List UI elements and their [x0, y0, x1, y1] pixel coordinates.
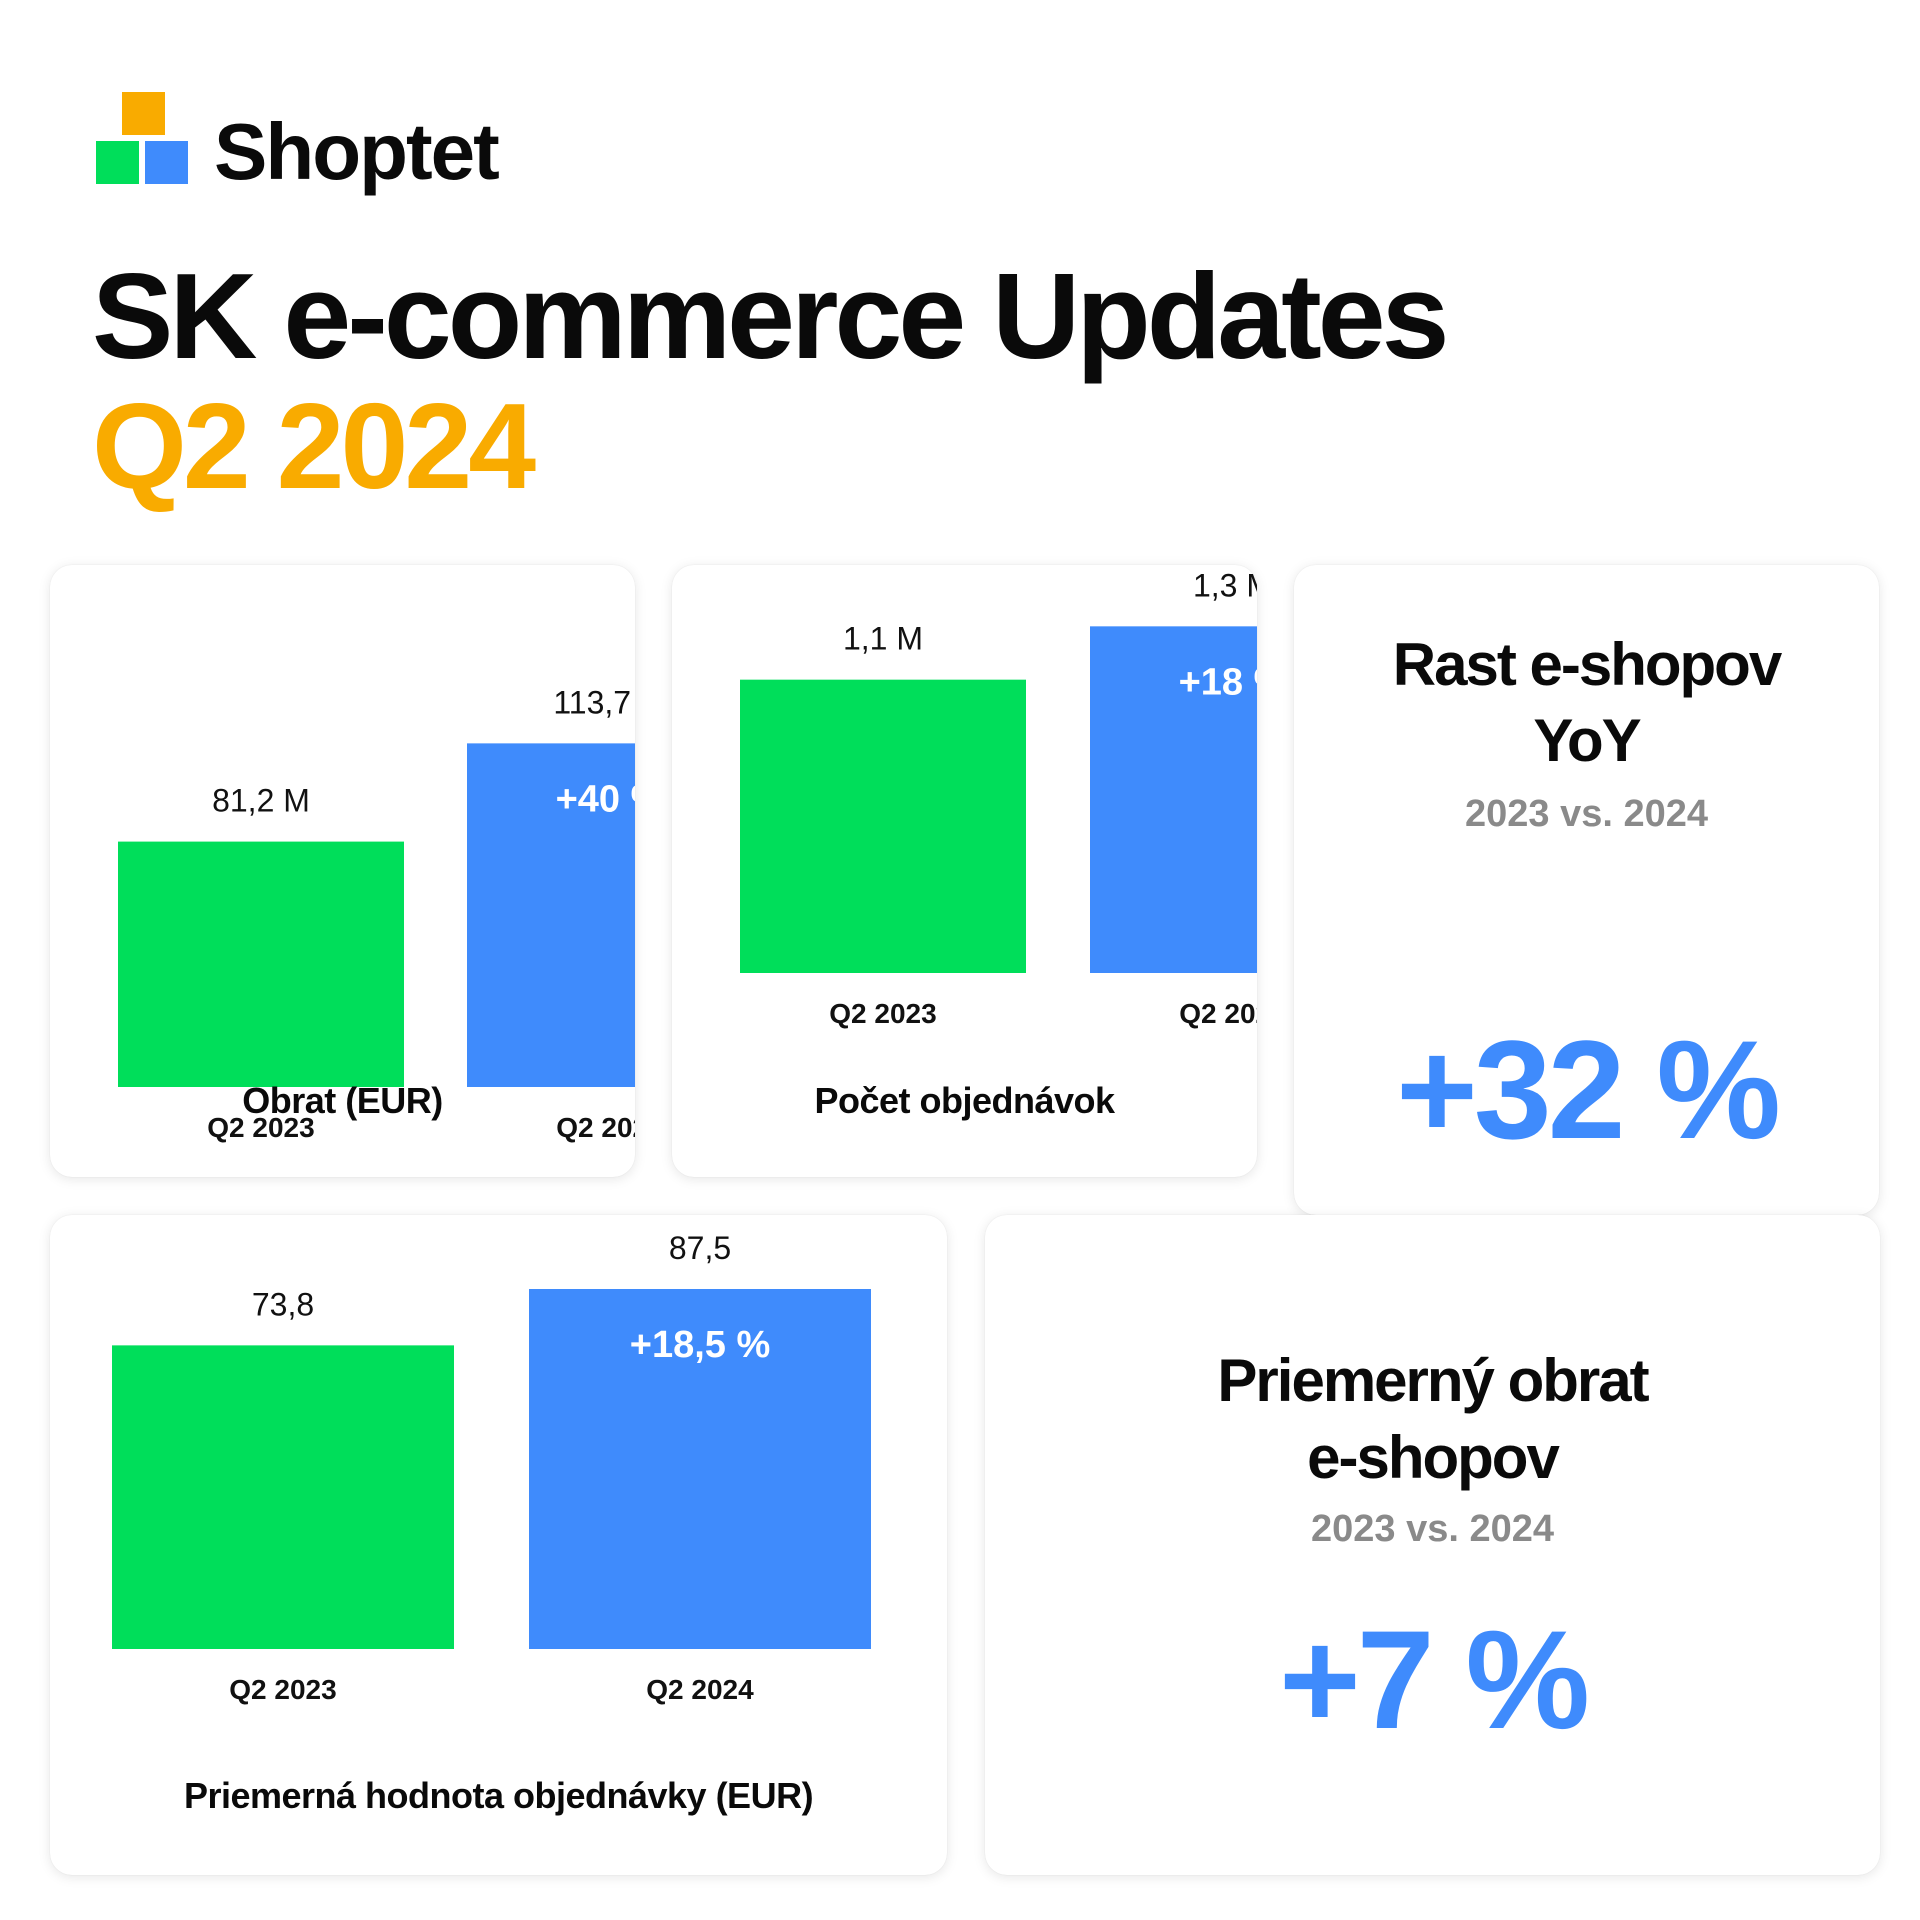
change-label: +18 %: [1179, 661, 1257, 703]
chart-card-avg-order-value: 73,8 Q2 2023 87,5 Q2 2024 +18,5 % Priemerná …: [50, 1215, 947, 1875]
bar-q2-2024: [467, 743, 635, 1087]
stat-value: +32 %: [1396, 1011, 1781, 1168]
category-label: Q2 2024: [646, 1674, 754, 1705]
value-label: 1,3 M: [1193, 567, 1257, 603]
stat-card-avg-eshop-revenue: Priemerný obrat e-shopov 2023 vs. 2024 +…: [985, 1215, 1880, 1875]
orders-chart: 1,1 M Q2 2023 1,3 M Q2 2024 +18 %: [740, 567, 1257, 1029]
bar-q2-2023: [118, 841, 404, 1087]
stat-card-eshop-growth: Rast e-shopov YoY 2023 vs. 2024 +32 %: [1294, 565, 1879, 1215]
chart-title: Priemerná hodnota objednávky (EUR): [183, 1775, 814, 1816]
avg-order-chart: 73,8 Q2 2023 87,5 Q2 2024 +18,5 %: [112, 1230, 871, 1705]
value-label: 113,7 M: [553, 684, 635, 720]
logo-orange-square: [122, 92, 165, 135]
chart-title: Obrat (EUR): [242, 1080, 443, 1121]
bar-q2-2023: [740, 679, 1026, 973]
bar-q2-2024: [1090, 626, 1257, 973]
stat-heading-line2: e-shopov: [1307, 1424, 1560, 1491]
stat-value: +7 %: [1279, 1601, 1590, 1758]
stat-heading-line1: Rast e-shopov: [1392, 631, 1782, 698]
chart-card-revenue: 81,2 M Q2 2023 113,7 M Q2 2024 +40 % Obrat (…: [50, 565, 635, 1177]
stat-comparison: 2023 vs. 2024: [1464, 793, 1708, 835]
page-subtitle: Q2 2024: [92, 378, 536, 514]
chart-card-orders: 1,1 M Q2 2023 1,3 M Q2 2024 +18 % Počet obje…: [672, 565, 1257, 1177]
brand-name: Shoptet: [214, 107, 500, 196]
stat-heading-line2: YoY: [1533, 707, 1641, 774]
value-label: 1,1 M: [843, 621, 923, 657]
stat-comparison: 2023 vs. 2024: [1310, 1508, 1554, 1550]
change-label: +18,5 %: [630, 1324, 771, 1366]
chart-title: Počet objednávok: [814, 1080, 1115, 1121]
shoptet-logo: Shoptet: [96, 92, 526, 202]
page-title: SK e-commerce Updates: [92, 248, 1449, 384]
stat-heading-line1: Priemerný obrat: [1217, 1347, 1649, 1414]
category-label: Q2 2024: [1179, 998, 1257, 1029]
category-label: Q2 2024: [556, 1112, 635, 1143]
value-label: 81,2 M: [212, 783, 310, 819]
category-label: Q2 2023: [207, 1112, 314, 1143]
logo-green-square: [96, 141, 139, 184]
bar-q2-2023: [112, 1345, 454, 1649]
category-label: Q2 2023: [829, 998, 936, 1029]
logo-blue-square: [145, 141, 188, 184]
change-label: +40 %: [556, 778, 635, 820]
value-label: 73,8: [252, 1286, 314, 1322]
bar-q2-2024: [529, 1289, 871, 1649]
category-label: Q2 2023: [229, 1674, 336, 1705]
value-label: 87,5: [669, 1230, 731, 1266]
revenue-chart: 81,2 M Q2 2023 113,7 M Q2 2024 +40 %: [118, 684, 635, 1143]
